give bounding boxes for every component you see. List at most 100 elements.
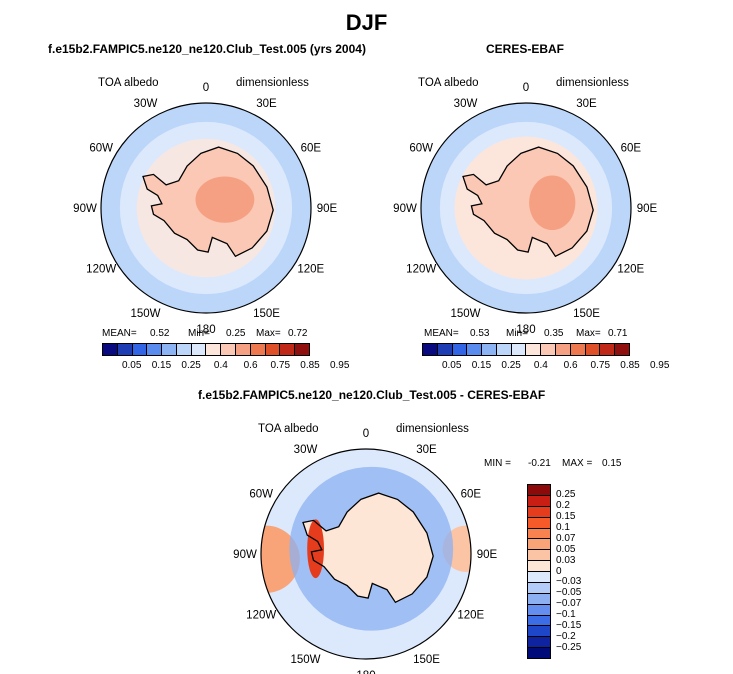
colorbar-swatch: [528, 637, 550, 649]
map-border: [420, 102, 632, 314]
stat-max-value: 0.72: [288, 328, 308, 339]
colorbar-tick-label: −0.1: [556, 609, 576, 621]
colorbar-tick-label: 0.05: [556, 543, 576, 555]
longitude-label: 90W: [73, 203, 97, 215]
colorbar-swatch: [528, 485, 550, 496]
longitude-label: 30E: [416, 444, 437, 456]
colorbar-diff: [527, 484, 551, 659]
colorbar-swatch: [423, 344, 438, 355]
colorbar-swatch: [526, 344, 542, 355]
panel-title-obs: CERES-EBAF: [486, 42, 565, 56]
longitude-label: 150E: [253, 308, 280, 320]
colorbar-swatch: [600, 344, 616, 355]
longitude-label: 60W: [409, 143, 433, 155]
units-label: dimensionless: [396, 423, 469, 435]
colorbar-swatch: [437, 344, 453, 355]
colorbar-swatch: [528, 517, 550, 529]
colorbar-model: [102, 343, 310, 356]
stat-max-label: Max=: [576, 328, 601, 339]
colorbar-tick-label: 0.25: [181, 360, 201, 371]
antarctica-field: [463, 147, 594, 257]
stat-max-label: MAX =: [562, 458, 593, 469]
positive-anomaly: [261, 525, 300, 593]
colorbar-tick-label: −0.07: [556, 598, 582, 610]
longitude-label: 180: [196, 324, 215, 336]
colorbar-swatch: [250, 344, 266, 355]
colorbar-tick-label: 0.75: [270, 360, 291, 371]
colorbar-swatch: [528, 528, 550, 540]
longitude-label: 180: [356, 670, 375, 674]
longitude-label: 0: [203, 82, 209, 94]
units-label: dimensionless: [556, 77, 629, 89]
high-albedo-field: [529, 175, 576, 231]
colorbar-swatch: [103, 344, 118, 355]
colorbar-swatch: [236, 344, 251, 355]
stat-min-value: 0.35: [544, 328, 564, 339]
longitude-label: 120E: [617, 264, 644, 276]
colorbar-obs: [422, 343, 630, 356]
colorbar-diff-ticks: 0.25 0.2 0.15 0.1 0.07 0.05 0.03 0 −0.03 −0.05 −0.…: [556, 484, 596, 659]
colorbar-tick-label: 0.2: [556, 499, 570, 511]
longitude-label: 60W: [89, 143, 113, 155]
variable-label: TOA albedo: [258, 423, 319, 435]
colorbar-swatch: [528, 582, 550, 594]
colorbar-swatch: [556, 344, 571, 355]
colorbar-swatch: [482, 344, 497, 355]
map-border: [260, 448, 472, 660]
longitude-label: 120E: [457, 610, 484, 622]
map-field: [101, 103, 311, 313]
colorbar-swatch: [528, 539, 550, 551]
variable-label: TOA albedo: [98, 77, 159, 89]
colorbar-swatch: [467, 344, 483, 355]
longitude-label: 120W: [406, 264, 436, 276]
colorbar-swatch: [496, 344, 512, 355]
colorbar-tick-label: 0.1: [556, 521, 570, 533]
longitude-label: 150W: [450, 308, 480, 320]
colorbar-tick-label: 0.25: [501, 360, 521, 371]
map-field: [421, 103, 631, 313]
longitude-label: 90E: [637, 203, 658, 215]
longitude-label: 120E: [297, 264, 324, 276]
longitude-label: 150W: [290, 654, 320, 666]
colorbar-tick-label: 0.4: [213, 360, 228, 371]
colorbar-swatch: [528, 648, 550, 658]
positive-anomaly: [442, 525, 471, 572]
stat-min-label: Min=: [188, 328, 210, 339]
colorbar-swatch: [265, 344, 281, 355]
colorbar-tick-label: 0.07: [556, 532, 576, 544]
stat-max-value: 0.71: [608, 328, 628, 339]
colorbar-tick-label: 0.75: [590, 360, 611, 371]
panel-title-diff: f.e15b2.FAMPIC5.ne120_ne120.Club_Test.00…: [198, 388, 546, 402]
units-label: dimensionless: [236, 77, 309, 89]
longitude-label: 120W: [86, 264, 116, 276]
antarctica-coastline: [142, 146, 274, 258]
antarctica-coastline: [462, 146, 594, 258]
colorbar-swatch: [528, 561, 550, 572]
longitude-label: 0: [363, 428, 369, 440]
map-field: [261, 449, 471, 659]
colorbar-tick-label: 0.95: [329, 360, 350, 371]
colorbar-swatch: [528, 626, 550, 638]
antarctica-coastline: [302, 492, 434, 604]
variable-label: TOA albedo: [418, 77, 479, 89]
colorbar-tick-label: 0: [556, 565, 562, 577]
colorbar-swatch: [206, 344, 222, 355]
colorbar-tick-label: 0.25: [556, 488, 576, 500]
longitude-label: 90W: [233, 549, 257, 561]
longitude-label: 150W: [130, 308, 160, 320]
colorbar-tick-label: −0.03: [556, 576, 582, 588]
stat-min-value: 0.25: [226, 328, 246, 339]
longitude-label: 60E: [301, 143, 322, 155]
colorbar-tick-label: 0.15: [151, 360, 172, 371]
colorbar-tick-label: 0.03: [556, 554, 576, 566]
map-border: [100, 102, 312, 314]
stat-min-value: -0.21: [528, 458, 551, 469]
longitude-label: 60E: [461, 489, 482, 501]
colorbar-swatch: [191, 344, 207, 355]
colorbar-tick-label: 0.15: [556, 510, 576, 522]
colorbar-model-ticks: 0.05 0.15 0.25 0.4 0.6 0.75 0.85 0.95: [102, 360, 349, 372]
colorbar-swatch: [147, 344, 163, 355]
stat-max-label: Max=: [256, 328, 281, 339]
